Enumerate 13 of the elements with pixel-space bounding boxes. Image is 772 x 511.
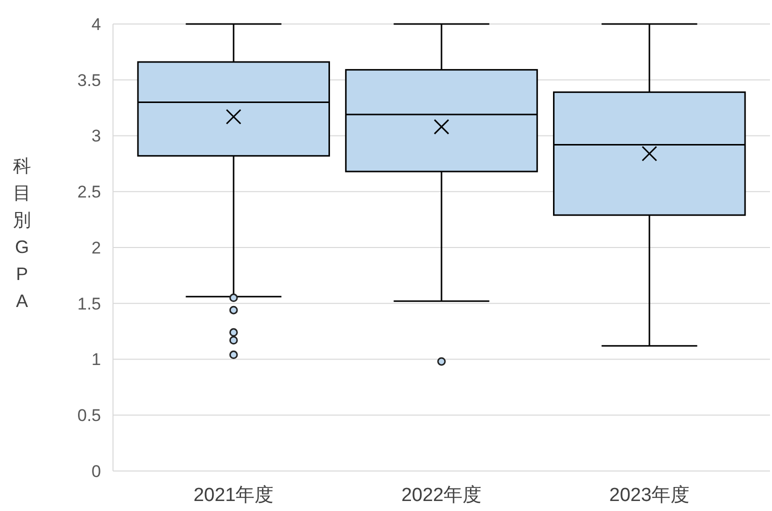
y-tick-label: 3 [92,126,101,146]
y-tick-label: 0 [92,462,101,481]
y-tick-label: 4 [92,14,101,34]
y-tick-label: 2 [92,238,101,258]
y-tick-label: 1.5 [77,294,101,314]
y-axis-title: 科目別GPA [13,156,31,311]
y-tick-label: 0.5 [77,406,101,426]
y-tick-label: 1 [92,350,101,370]
x-tick-label: 2022年度 [401,484,482,506]
y-tick-label: 3.5 [77,70,101,90]
x-tick-label: 2023年度 [609,484,690,506]
y-tick-label: 2.5 [77,182,101,202]
x-tick-label: 2021年度 [193,484,274,506]
